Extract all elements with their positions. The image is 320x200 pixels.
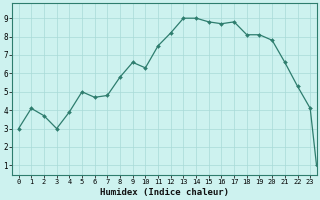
X-axis label: Humidex (Indice chaleur): Humidex (Indice chaleur): [100, 188, 229, 197]
